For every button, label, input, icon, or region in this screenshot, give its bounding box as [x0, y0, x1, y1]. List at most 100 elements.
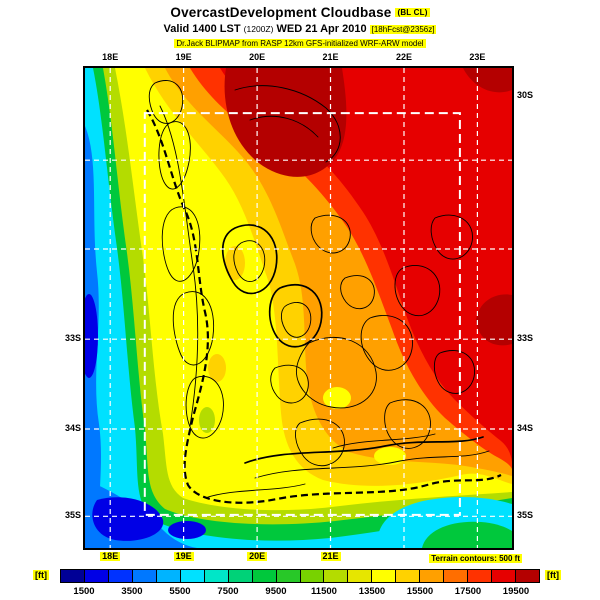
colorbar-tick-label: 11500 — [311, 586, 337, 597]
terrain-contour-line — [234, 85, 341, 163]
terrain-contour-line — [280, 302, 312, 338]
pocket-yellow-1 — [323, 387, 351, 409]
terrain-contour-line — [268, 283, 323, 348]
terrain-contour-line — [295, 418, 345, 467]
axis-label-left: 33S — [64, 333, 81, 344]
axis-label-top: 18E — [102, 52, 119, 62]
terrain-contour-line — [384, 399, 431, 449]
colorbar-segment — [348, 570, 373, 582]
terrain-contour-line — [244, 436, 484, 464]
colorbar-segment — [108, 570, 133, 582]
region-darkred-north — [224, 68, 347, 177]
axis-label-bottom: 18E — [100, 551, 121, 561]
valid-date: WED 21 Apr 2010 — [276, 22, 367, 35]
region-darkred-east — [476, 294, 512, 346]
colorbar-segment — [180, 570, 205, 582]
colorbar-segment — [61, 570, 85, 582]
terrain-contour-line — [233, 240, 266, 282]
terrain-contour-line — [360, 315, 413, 371]
axis-label-bottom: 20E — [247, 551, 268, 561]
axis-label-right: 35S — [517, 510, 534, 521]
axis-label-top: 20E — [249, 52, 266, 62]
colorbar-segment — [204, 570, 229, 582]
forecast-tag: [18hFcst@2356z] — [369, 24, 437, 34]
colorbar-segment — [228, 570, 253, 582]
pocket-gold-1 — [225, 246, 245, 280]
axis-label-top: 23E — [469, 52, 486, 62]
region-darkblue-west — [85, 294, 98, 378]
terrain-contour-line — [394, 265, 441, 317]
axis-label-top: 22E — [395, 52, 412, 62]
pocket-gold-2 — [208, 354, 226, 382]
terrain-contour-line — [148, 80, 184, 124]
colorbar-tick-label: 3500 — [121, 586, 143, 597]
model-domain-boundary — [143, 112, 461, 516]
page-title: OvercastDevelopment Cloudbase — [170, 5, 392, 20]
cloudbase-fill-layer — [85, 68, 512, 548]
colorbar-segment — [300, 570, 325, 582]
region-darkblue-sw2 — [168, 521, 206, 539]
axis-label-left: 35S — [64, 510, 81, 521]
region-red — [220, 68, 512, 462]
colorbar-segment — [420, 570, 445, 582]
colorbar-tick-label: 19500 — [502, 586, 530, 597]
region-green-southeast — [422, 521, 512, 548]
axis-label-top: 19E — [175, 52, 192, 62]
colorbar-tick-label: 13500 — [358, 586, 386, 597]
cloudbase-contour-plot — [85, 68, 512, 548]
colorbar-segment — [132, 570, 157, 582]
colorbar — [60, 569, 540, 583]
colorbar-tick-label: 7500 — [217, 586, 239, 597]
valid-time: Valid 1400 LST — [163, 22, 241, 35]
colorbar-segment — [444, 570, 469, 582]
colorbar-tick-label: 15500 — [406, 586, 434, 597]
colorbar-segment — [276, 570, 301, 582]
terrain-contour-line — [332, 433, 436, 449]
colorbar-segment — [396, 570, 421, 582]
terrain-contour-line — [296, 336, 377, 409]
axis-label-right: 34S — [517, 422, 534, 433]
axis-label-right: 30S — [517, 89, 534, 100]
colorbar-tick-label: 1500 — [73, 586, 95, 597]
pocket-yellowgreen — [199, 407, 215, 433]
terrain-contour-line — [221, 224, 278, 295]
colorbar-segment — [516, 570, 540, 582]
title-line: OvercastDevelopment Cloudbase (BL CL) — [0, 5, 600, 22]
terrain-contour-line — [204, 483, 306, 499]
colorbar-unit-left: [ft] — [33, 570, 49, 580]
terrain-contour-line — [254, 450, 490, 479]
terrain-contour-line — [159, 105, 199, 427]
terrain-contour-line — [270, 364, 309, 404]
colorbar-segment — [492, 570, 517, 582]
terrain-note: Terrain contours: 500 ft — [429, 554, 522, 563]
model-attribution: Dr.Jack BLIPMAP from RASP 12km GFS-initi… — [174, 38, 426, 48]
axis-label-left: 34S — [64, 422, 81, 433]
valid-time-line: Valid 1400 LST (1200Z) WED 21 Apr 2010 [… — [0, 23, 600, 37]
colorbar-segment — [324, 570, 349, 582]
terrain-contour-line — [185, 375, 224, 439]
colorbar-tick-label: 17500 — [454, 586, 482, 597]
colorbar-segment — [372, 570, 397, 582]
axis-label-bottom: 21E — [320, 551, 341, 561]
terrain-contour-line — [172, 291, 215, 366]
region-darkred-corner — [463, 68, 512, 93]
colorbar-segment — [84, 570, 109, 582]
latlon-grid-layer — [85, 68, 512, 548]
colorbar-tick-label: 9500 — [265, 586, 287, 597]
colorbar-tick-label: 5500 — [169, 586, 191, 597]
colorbar-segment — [156, 570, 181, 582]
axis-label-right: 33S — [517, 333, 534, 344]
axis-label-top: 21E — [322, 52, 339, 62]
terrain-contour-line — [161, 206, 201, 282]
colorbar-unit-right: [ft] — [545, 570, 561, 580]
terrain-contour-line — [249, 115, 319, 138]
coastline-dashed — [146, 109, 502, 504]
axis-label-bottom: 19E — [173, 551, 194, 561]
colorbar-segment — [468, 570, 493, 582]
colorbar-segment — [252, 570, 277, 582]
valid-zulu: (1200Z) — [243, 23, 274, 34]
terrain-contour-line — [158, 121, 191, 190]
terrain-contour-line — [430, 214, 473, 260]
header: OvercastDevelopment Cloudbase (BL CL) Va… — [0, 5, 600, 49]
